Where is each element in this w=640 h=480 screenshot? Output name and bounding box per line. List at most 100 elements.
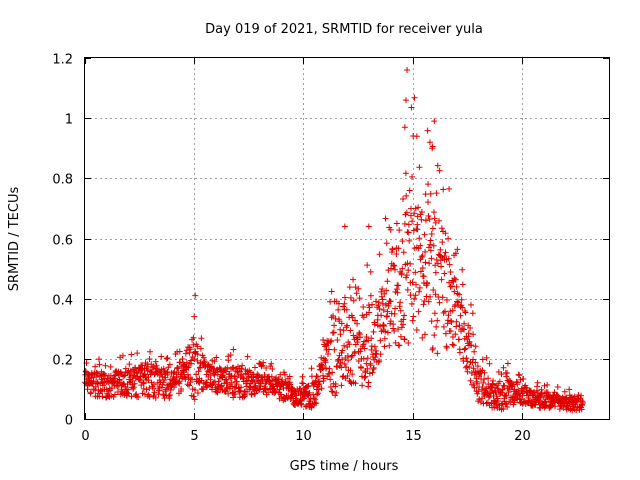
data-point xyxy=(418,209,425,216)
data-point xyxy=(326,365,333,372)
data-point xyxy=(201,358,208,365)
data-point xyxy=(201,359,208,366)
data-point xyxy=(355,285,362,292)
data-point xyxy=(441,270,448,277)
data-point xyxy=(401,336,408,343)
data-point xyxy=(534,383,541,390)
data-point xyxy=(300,380,307,387)
data-point xyxy=(399,265,406,272)
data-point xyxy=(182,350,189,357)
data-point xyxy=(387,298,394,305)
data-point xyxy=(417,242,424,249)
data-point xyxy=(368,335,375,342)
data-point xyxy=(454,298,461,305)
data-point xyxy=(445,255,452,262)
data-point xyxy=(433,190,440,197)
data-point xyxy=(384,329,391,336)
data-point xyxy=(413,326,420,333)
data-point xyxy=(381,343,388,350)
data-point xyxy=(214,389,221,396)
chart-title: Day 019 of 2021, SRMTID for receiver yul… xyxy=(205,22,483,37)
data-point xyxy=(468,301,475,308)
data-point xyxy=(315,390,322,397)
data-point xyxy=(471,348,478,355)
data-point xyxy=(365,337,372,344)
data-point xyxy=(447,328,454,335)
data-point xyxy=(405,267,412,274)
data-point xyxy=(402,170,409,177)
data-point xyxy=(166,361,173,368)
data-point xyxy=(340,327,347,334)
data-point xyxy=(554,383,561,390)
data-point xyxy=(388,265,395,272)
data-point xyxy=(237,384,244,391)
data-point xyxy=(552,403,559,410)
data-point xyxy=(490,381,497,388)
data-point xyxy=(467,324,474,331)
data-point xyxy=(376,305,383,312)
data-point xyxy=(333,389,340,396)
data-point xyxy=(393,251,400,258)
data-point xyxy=(272,388,279,395)
data-point xyxy=(185,364,192,371)
data-point xyxy=(339,356,346,363)
data-point xyxy=(195,368,202,375)
data-point xyxy=(338,320,345,327)
data-point xyxy=(442,230,449,237)
data-point xyxy=(459,281,466,288)
data-point xyxy=(120,373,127,380)
data-point xyxy=(465,330,472,337)
data-point xyxy=(334,363,341,370)
data-point xyxy=(163,355,170,362)
data-point xyxy=(175,379,182,386)
data-point xyxy=(426,260,433,267)
data-point xyxy=(188,376,195,383)
data-point xyxy=(430,287,437,294)
data-point xyxy=(344,373,351,380)
data-point xyxy=(562,395,569,402)
data-point xyxy=(415,204,422,211)
data-point xyxy=(436,217,442,224)
data-point xyxy=(150,381,157,388)
data-point xyxy=(341,342,348,349)
data-point xyxy=(216,364,223,371)
data-point xyxy=(131,380,138,387)
data-point xyxy=(313,373,320,380)
data-point xyxy=(464,368,471,375)
data-point xyxy=(434,317,441,324)
data-point xyxy=(313,400,320,407)
data-point xyxy=(400,316,407,323)
data-point xyxy=(184,371,191,378)
data-point xyxy=(360,303,367,310)
data-point xyxy=(320,372,327,379)
data-point xyxy=(159,381,166,388)
data-point xyxy=(436,299,443,306)
data-point xyxy=(187,379,194,386)
data-point xyxy=(353,290,360,297)
data-point xyxy=(327,338,334,345)
data-point xyxy=(461,308,468,315)
data-point xyxy=(397,299,404,306)
data-point xyxy=(404,260,411,267)
data-point xyxy=(164,371,171,378)
data-point xyxy=(280,369,287,376)
data-point xyxy=(427,190,434,197)
data-point xyxy=(536,397,543,404)
data-point xyxy=(425,298,432,305)
data-point xyxy=(367,292,374,299)
data-point xyxy=(156,383,163,390)
data-point xyxy=(456,291,463,298)
data-point xyxy=(365,223,372,230)
data-point xyxy=(527,387,534,394)
data-point xyxy=(368,343,375,350)
data-point xyxy=(579,399,586,406)
data-point xyxy=(430,242,437,249)
data-point xyxy=(432,219,439,226)
data-point xyxy=(350,276,357,283)
data-point xyxy=(194,351,201,358)
data-point xyxy=(341,360,348,367)
data-point xyxy=(341,223,348,230)
data-point xyxy=(244,353,251,360)
data-point xyxy=(406,237,413,244)
